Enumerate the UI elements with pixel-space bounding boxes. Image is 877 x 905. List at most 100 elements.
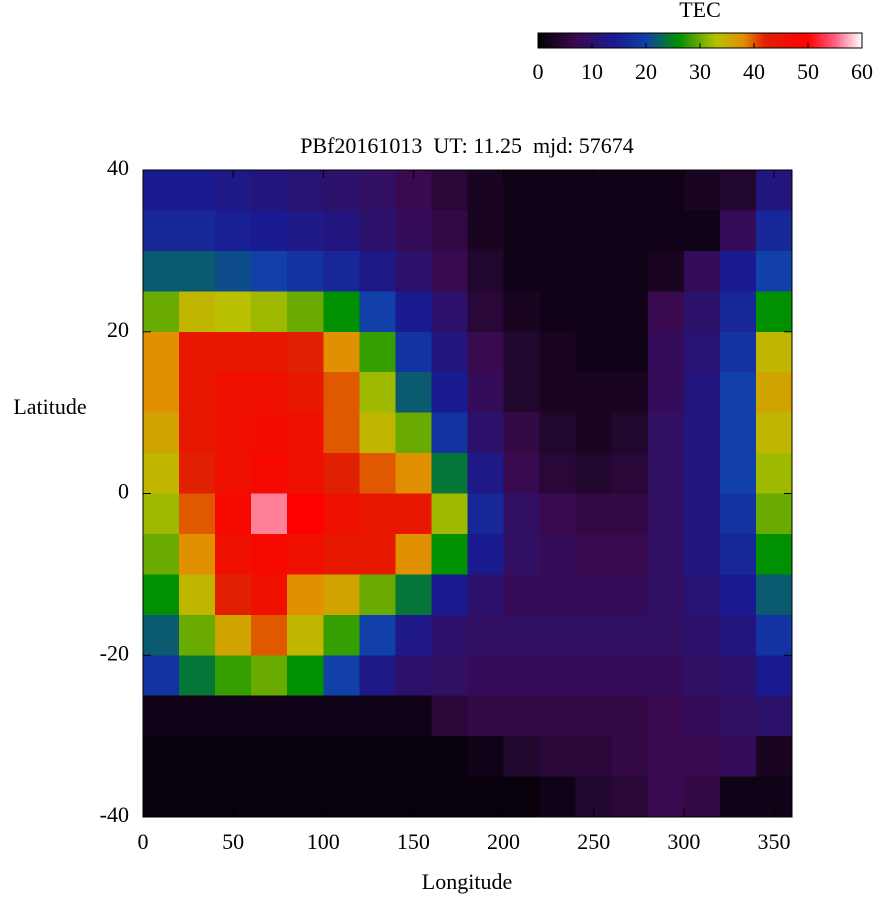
heat-cell	[647, 170, 685, 212]
heat-cell	[647, 736, 685, 778]
heat-cell	[251, 250, 288, 292]
heat-cell	[647, 291, 685, 333]
heat-cell	[431, 736, 469, 778]
heat-cell	[683, 412, 721, 454]
heat-cell	[539, 170, 577, 212]
heat-cell	[143, 614, 180, 656]
heat-cell	[467, 655, 505, 697]
heat-cell	[647, 614, 685, 656]
heat-cell	[719, 250, 757, 292]
heat-cell	[503, 210, 541, 252]
heat-cell	[683, 533, 721, 575]
heat-cell	[179, 372, 216, 414]
heat-cell	[755, 250, 793, 292]
heat-cell	[179, 291, 216, 333]
heat-cell	[719, 291, 757, 333]
heat-cell	[467, 210, 505, 252]
heat-cell	[251, 210, 288, 252]
heat-cell	[575, 695, 613, 737]
heat-cell	[503, 412, 541, 454]
heat-cell	[179, 736, 216, 778]
heat-cell	[719, 736, 757, 778]
heat-cell	[755, 695, 793, 737]
heat-cell	[215, 614, 252, 656]
heat-cell	[215, 291, 252, 333]
heat-cell	[611, 453, 649, 495]
heat-cell	[575, 655, 613, 697]
heat-cell	[647, 210, 685, 252]
y-tick-label: 40	[107, 155, 129, 180]
heat-cell	[575, 574, 613, 616]
heat-cell	[503, 533, 541, 575]
heat-cell	[323, 453, 360, 495]
heat-cell	[683, 776, 721, 818]
heat-cell	[251, 574, 288, 616]
heat-cell	[251, 655, 288, 697]
heat-cell	[179, 250, 216, 292]
heat-cell	[287, 210, 324, 252]
heat-cell	[323, 695, 360, 737]
heat-cell	[143, 372, 180, 414]
heat-cell	[287, 453, 324, 495]
heat-cell	[287, 170, 324, 212]
x-tick-label: 100	[307, 829, 340, 854]
heat-cell	[395, 331, 433, 373]
heat-cell	[683, 250, 721, 292]
heat-cell	[323, 372, 360, 414]
heat-cell	[611, 614, 649, 656]
heat-cell	[359, 331, 396, 373]
heat-cell	[143, 453, 180, 495]
heat-cell	[143, 533, 180, 575]
heat-cell	[359, 453, 396, 495]
heat-cell	[359, 614, 396, 656]
heat-cell	[431, 655, 469, 697]
x-tick-label: 50	[222, 829, 244, 854]
heat-cell	[467, 170, 505, 212]
colorbar-tick-label: 0	[533, 59, 544, 84]
heat-cell	[611, 655, 649, 697]
heat-cell	[503, 250, 541, 292]
heat-cell	[323, 250, 360, 292]
heat-cell	[611, 736, 649, 778]
heat-cell	[539, 736, 577, 778]
heat-cell	[431, 574, 469, 616]
heat-cell	[503, 170, 541, 212]
heat-cell	[359, 736, 396, 778]
heat-cell	[683, 695, 721, 737]
heat-cell	[251, 453, 288, 495]
heat-cell	[467, 250, 505, 292]
heat-cell	[143, 210, 180, 252]
heat-cell	[179, 453, 216, 495]
heat-cell	[539, 776, 577, 818]
heat-cell	[179, 412, 216, 454]
heat-cell	[755, 614, 793, 656]
heat-cell	[143, 250, 180, 292]
heat-cell	[539, 614, 577, 656]
heat-cell	[611, 210, 649, 252]
heat-cell	[323, 533, 360, 575]
heat-cell	[575, 210, 613, 252]
heat-cell	[395, 210, 433, 252]
heat-cell	[287, 533, 324, 575]
heat-cell	[647, 574, 685, 616]
heat-cell	[359, 574, 396, 616]
heat-cell	[359, 412, 396, 454]
heat-cell	[359, 493, 396, 535]
heat-cell	[539, 250, 577, 292]
heat-cell	[539, 210, 577, 252]
heat-cell	[467, 493, 505, 535]
heat-cell	[359, 291, 396, 333]
heat-cell	[215, 372, 252, 414]
heat-cell	[503, 655, 541, 697]
heat-cell	[395, 655, 433, 697]
heat-cell	[143, 736, 180, 778]
heat-cell	[683, 170, 721, 212]
heat-cell	[719, 776, 757, 818]
heat-cell	[179, 210, 216, 252]
heat-cell	[143, 493, 180, 535]
heat-cell	[431, 372, 469, 414]
heat-cell	[431, 614, 469, 656]
heat-cell	[539, 331, 577, 373]
heat-cell	[755, 372, 793, 414]
heat-cell	[395, 291, 433, 333]
